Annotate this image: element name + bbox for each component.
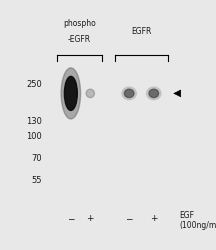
Text: 55: 55 (32, 176, 42, 185)
Text: (100ng/ml): (100ng/ml) (180, 222, 216, 230)
Text: 250: 250 (27, 80, 42, 88)
Ellipse shape (146, 87, 161, 100)
Text: EGF: EGF (180, 210, 195, 220)
Text: 70: 70 (32, 154, 42, 163)
Text: −: − (67, 214, 75, 224)
Text: EGFR: EGFR (131, 27, 152, 36)
Ellipse shape (124, 89, 134, 98)
Text: 100: 100 (27, 132, 42, 141)
Text: +: + (150, 214, 157, 224)
Text: phospho: phospho (63, 19, 96, 28)
Ellipse shape (86, 89, 95, 98)
Ellipse shape (122, 87, 137, 100)
Text: 130: 130 (27, 117, 42, 126)
Text: −: − (125, 214, 133, 224)
Text: +: + (87, 214, 94, 224)
Ellipse shape (149, 89, 159, 98)
Ellipse shape (64, 76, 77, 110)
Text: -EGFR: -EGFR (68, 35, 91, 44)
Ellipse shape (61, 68, 81, 119)
